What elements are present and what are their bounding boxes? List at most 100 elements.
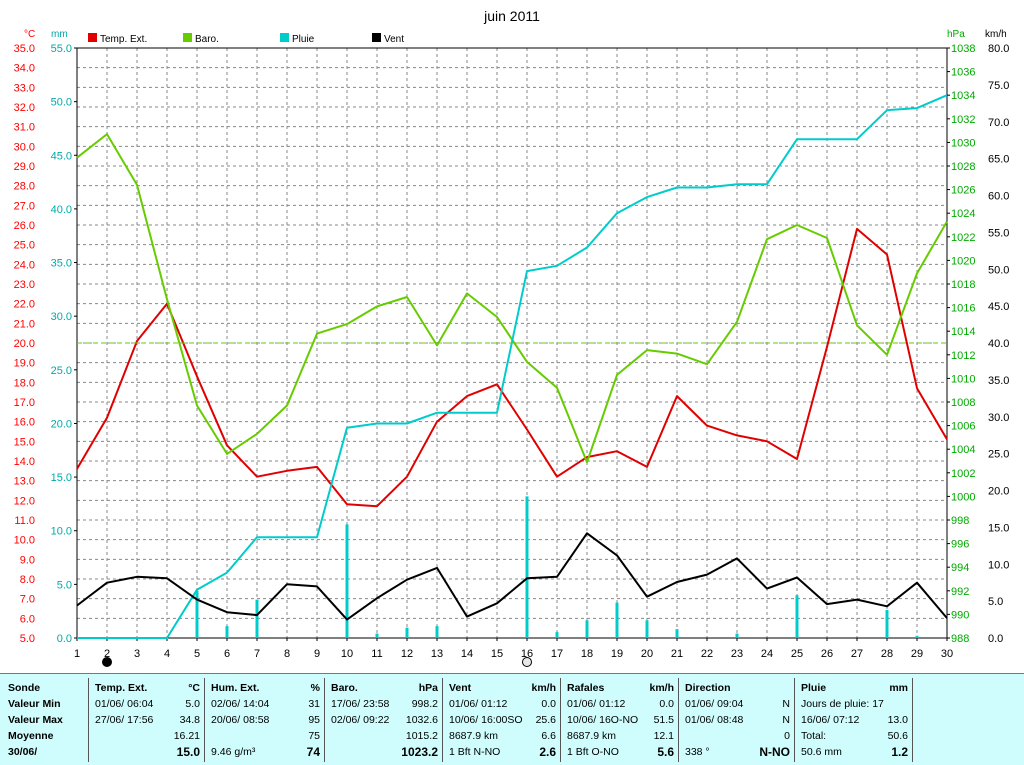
temp-max-date: 27/06/ 17:56 (95, 714, 154, 726)
col-rain: Pluie mm Jours de pluie: 17 16/06/ 07:12 1… (794, 678, 912, 762)
temp-mean-value: 16.21 (173, 730, 200, 742)
gust-bars (195, 496, 919, 638)
x-tick-label: 26 (821, 648, 833, 660)
rain-tick-label: 40.0 (51, 204, 72, 216)
temp-tick-label: 30.0 (14, 141, 35, 153)
rain-tick-label: 25.0 (51, 365, 72, 377)
baro-tick-label: 988 (951, 633, 969, 645)
rain-days: Jours de pluie: 17 (801, 698, 884, 710)
wind-tick-label: 5.0 (988, 596, 1003, 608)
legend-swatch (183, 33, 192, 42)
dir-degrees: 338 ° (685, 746, 710, 758)
temp-tick-label: 29.0 (14, 161, 35, 173)
legend-swatch (372, 33, 381, 42)
baro-min-date: 17/06/ 23:58 (331, 698, 390, 710)
chart-title: juin 2011 (483, 8, 540, 24)
summary-panel: Sonde Valeur Min Valeur Max Moyenne 30/0… (0, 673, 1024, 765)
x-tick-label: 4 (164, 648, 170, 660)
series-lines (76, 94, 948, 639)
dir-mean-value: 0 (784, 730, 790, 742)
gust-bar (615, 602, 619, 638)
baro-tick-label: 1008 (951, 397, 975, 409)
temp-axis-unit: °C (24, 29, 35, 40)
gust-bar (795, 595, 799, 638)
new-moon-icon (102, 657, 112, 667)
gust-bar (675, 629, 679, 638)
temp-max-value: 34.8 (179, 714, 200, 726)
baro-tick-label: 1032 (951, 114, 975, 126)
temp-tick-label: 33.0 (14, 82, 35, 94)
temp-tick-label: 28.0 (14, 181, 35, 193)
temp-tick-label: 21.0 (14, 318, 35, 330)
hum-min-date: 02/06/ 14:04 (211, 698, 270, 710)
x-tick-label: 29 (911, 648, 923, 660)
col-baro: Baro. hPa 17/06/ 23:58 998.2 02/06/ 09:22 1… (324, 678, 442, 762)
panel-end-divider (912, 678, 913, 762)
series-line-temp-ext (76, 227, 948, 508)
x-tick-label: 19 (611, 648, 623, 660)
wind-axis-unit: km/h (985, 29, 1007, 40)
baro-tick-label: 1002 (951, 468, 975, 480)
baro-tick-label: 1000 (951, 491, 975, 503)
wind-tick-label: 75.0 (988, 80, 1009, 92)
gust-bar (585, 620, 589, 638)
temp-tick-label: 17.0 (14, 397, 35, 409)
x-tick-label: 9 (314, 648, 320, 660)
gust-min-value: 0.0 (659, 698, 674, 710)
col-temp: Temp. Ext. °C 01/06/ 06:04 5.0 27/06/ 17:5… (88, 678, 204, 762)
col-wind-unit: km/h (531, 682, 556, 694)
row-label-max: Valeur Max (8, 714, 63, 726)
rain-tick-label: 55.0 (51, 43, 72, 55)
temp-min-value: 5.0 (185, 698, 200, 710)
gust-bar (225, 626, 229, 638)
baro-tick-label: 996 (951, 539, 969, 551)
col-rain-header: Pluie (801, 682, 827, 694)
chart-axes: 35.034.033.032.031.030.029.028.027.026.0… (14, 43, 1010, 660)
wind-tick-label: 20.0 (988, 486, 1009, 498)
legend-label: Baro. (195, 34, 219, 45)
col-wind: Vent km/h 01/06/ 01:12 0.0 10/06/ 16:00SO 2… (442, 678, 560, 762)
temp-tick-label: 6.0 (20, 613, 35, 625)
wind-tick-label: 0.0 (988, 633, 1003, 645)
baro-tick-label: 1038 (951, 43, 975, 55)
wind-tick-label: 15.0 (988, 522, 1009, 534)
baro-tick-label: 1036 (951, 67, 975, 79)
x-tick-label: 1 (74, 648, 80, 660)
dir-max-date: 01/06/ 08:48 (685, 714, 744, 726)
wind-tick-label: 65.0 (988, 154, 1009, 166)
legend-label: Vent (384, 34, 404, 45)
x-tick-label: 13 (431, 648, 443, 660)
x-tick-label: 5 (194, 648, 200, 660)
weather-chart: juin 2011 °C mm hPa km/h Temp. Ext. Baro.… (14, 8, 1010, 667)
rain-tick-label: 20.0 (51, 418, 72, 430)
baro-tick-label: 1028 (951, 161, 975, 173)
hum-current-value: 74 (306, 745, 320, 759)
hum-mean-value: 75 (308, 730, 320, 742)
x-tick-label: 11 (371, 648, 382, 660)
x-tick-label: 21 (671, 648, 683, 660)
temp-current-value: 15.0 (176, 745, 200, 759)
rain-month-total: 50.6 mm (801, 746, 842, 758)
dir-min-value: N (782, 698, 790, 710)
gust-mean-value: 12.1 (653, 730, 674, 742)
x-tick-label: 15 (491, 648, 503, 660)
wind-tick-label: 60.0 (988, 191, 1009, 203)
gust-bar (195, 590, 199, 638)
wind-tick-label: 55.0 (988, 227, 1009, 239)
x-tick-label: 22 (701, 648, 713, 660)
rain-tick-label: 10.0 (51, 526, 72, 538)
col-direction: Direction 01/06/ 09:04 N 01/06/ 08:48 N 0 … (678, 678, 794, 762)
wind-current-value: 2.6 (539, 745, 556, 759)
baro-tick-label: 1012 (951, 350, 975, 362)
wind-min-value: 0.0 (541, 698, 556, 710)
col-baro-unit: hPa (418, 682, 438, 694)
baro-tick-label: 1010 (951, 373, 975, 385)
legend-swatch (280, 33, 289, 42)
baro-tick-label: 990 (951, 609, 969, 621)
baro-current-value: 1023.2 (401, 745, 438, 759)
baro-tick-label: 1030 (951, 137, 975, 149)
x-tick-label: 8 (284, 648, 290, 660)
temp-tick-label: 32.0 (14, 102, 35, 114)
wind-max-date: 10/06/ 16:00SO (449, 714, 523, 726)
x-tick-label: 18 (581, 648, 593, 660)
